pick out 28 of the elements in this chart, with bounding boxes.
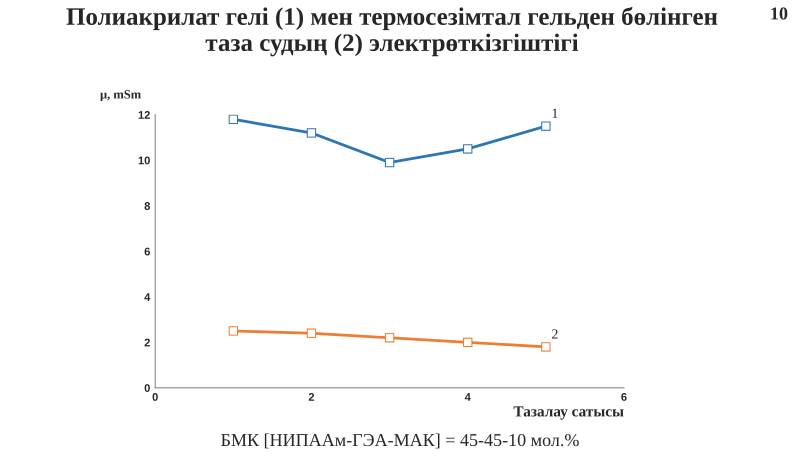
series-label: 1 — [552, 108, 558, 118]
y-tick-label: 8 — [144, 202, 150, 210]
y-tick-label: 4 — [144, 293, 150, 301]
point — [384, 333, 394, 342]
point — [228, 326, 238, 336]
y-tick-label: 6 — [144, 248, 150, 256]
x-tick-label: 2 — [308, 393, 314, 401]
point — [541, 121, 551, 131]
chart-title: Полиакрилат гелі (1) мен термосезімтал гельден бөлінген таза судың (2) электрөткізгіштігі — [66, 6, 718, 56]
point — [463, 338, 472, 348]
x-tick-label: 4 — [464, 393, 471, 401]
point — [384, 158, 394, 168]
point — [228, 114, 238, 124]
y-tick-label: 2 — [144, 338, 150, 346]
point — [463, 144, 472, 154]
point — [306, 128, 316, 138]
series-label: 2 — [552, 329, 558, 339]
x-axis-title: Тазалау сатысы — [514, 406, 624, 420]
y-axis-title: μ, mSm — [100, 90, 141, 102]
y-tick-label: 0 — [144, 384, 150, 392]
point — [541, 342, 551, 352]
x-tick-label: 6 — [621, 393, 627, 401]
text: 10 — [771, 7, 788, 20]
text: БМК [НИПААм-ГЭА-МАК] = 45-45-10 мол.% — [221, 433, 579, 448]
y-tick-label: 12 — [138, 111, 150, 119]
y-tick-label: 10 — [138, 156, 150, 164]
point — [306, 328, 316, 338]
x-tick-label: 0 — [152, 393, 158, 401]
